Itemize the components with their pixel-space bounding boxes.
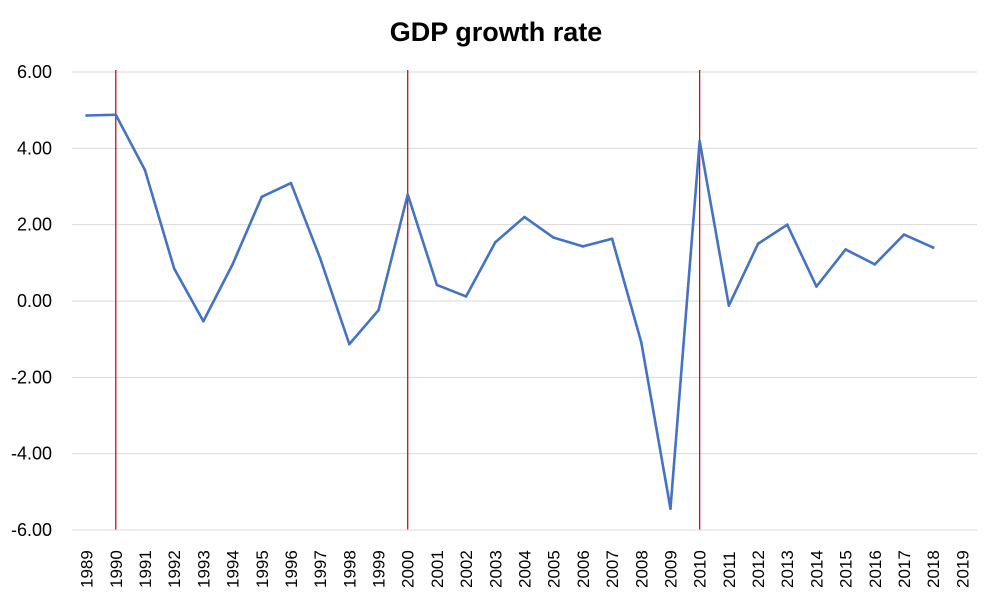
x-tick-label: 1994 [224, 550, 243, 588]
x-tick-label: 1997 [311, 550, 330, 588]
chart-title: GDP growth rate [390, 17, 603, 47]
data-point-1991 [143, 168, 147, 172]
data-point-1989 [85, 114, 88, 117]
x-tick-label: 2016 [866, 550, 885, 588]
data-point-2014 [815, 285, 818, 288]
reference-lines [115, 70, 701, 530]
series-layer [85, 113, 935, 510]
data-point-2003 [494, 240, 497, 244]
x-tick-label: 2009 [661, 550, 680, 588]
x-tick-label: 2015 [837, 550, 856, 588]
data-point-2011 [727, 304, 731, 307]
data-point-2016 [873, 263, 877, 266]
y-tick-label: -6.00 [11, 520, 52, 540]
data-point-2000 [406, 193, 410, 196]
y-tick-label: 0.00 [17, 291, 52, 311]
y-tick-label: 6.00 [17, 62, 52, 82]
y-axis: 6.00 4.00 2.00 0.00 -2.00 -4.00 -6.00 [11, 62, 52, 540]
x-tick-label: 2001 [428, 550, 447, 588]
x-axis: 1989 1990 1991 1992 1993 1994 1995 1996 1997 1998… [72, 529, 977, 588]
x-tick-label: 2013 [778, 550, 797, 588]
data-point-1995 [260, 195, 264, 199]
data-point-2001 [435, 283, 439, 287]
data-point-2015 [844, 248, 847, 251]
series-line-0 [85, 113, 935, 510]
y-tick-label: -2.00 [11, 367, 52, 387]
x-tick-label: 1995 [253, 550, 272, 588]
data-point-2002 [464, 295, 468, 298]
x-tick-label: 2014 [807, 550, 826, 588]
y-tick-label: 2.00 [17, 215, 52, 235]
data-point-1994 [231, 263, 234, 266]
data-point-1998 [348, 342, 351, 346]
data-point-2004 [523, 215, 526, 219]
data-point-1997 [318, 256, 322, 260]
x-tick-label: 2005 [545, 550, 564, 588]
data-point-2005 [552, 236, 555, 239]
x-tick-label: 1990 [107, 550, 126, 588]
data-point-2009 [669, 507, 672, 510]
data-point-2010 [698, 139, 701, 143]
data-point-1990 [114, 113, 118, 117]
x-tick-label: 2002 [457, 550, 476, 588]
x-tick-label: 1998 [340, 550, 359, 588]
data-point-2006 [581, 245, 585, 248]
x-tick-label: 2007 [603, 550, 622, 588]
x-tick-label: 1992 [165, 550, 184, 588]
x-tick-label: 2019 [953, 550, 972, 588]
x-tick-label: 1991 [136, 550, 155, 588]
y-tick-label: -4.00 [11, 444, 52, 464]
x-tick-label: 2018 [924, 550, 943, 588]
data-point-1999 [377, 308, 380, 312]
x-tick-label: 1999 [370, 550, 389, 588]
data-point-2007 [610, 237, 614, 241]
x-tick-label: 1996 [282, 550, 301, 588]
data-point-2018 [931, 246, 935, 249]
data-point-2013 [785, 223, 789, 226]
data-point-1992 [172, 267, 176, 270]
x-tick-label: 2008 [632, 550, 651, 588]
x-tick-label: 1989 [78, 550, 97, 588]
data-point-1996 [289, 181, 293, 185]
data-point-2012 [756, 242, 760, 246]
x-tick-label: 2006 [574, 550, 593, 588]
x-tick-label: 2011 [720, 551, 739, 588]
x-tick-label: 2004 [516, 550, 535, 588]
x-tick-label: 2010 [691, 550, 710, 588]
x-tick-label: 2003 [486, 550, 505, 588]
x-tick-label: 2017 [895, 550, 914, 588]
x-tick-label: 1993 [194, 550, 213, 588]
data-point-2017 [902, 233, 906, 236]
x-tick-label: 2000 [399, 550, 418, 588]
gridlines [72, 71, 977, 531]
data-point-1993 [202, 319, 205, 323]
x-tick-label: 2012 [749, 550, 768, 588]
y-tick-label: 4.00 [17, 138, 52, 158]
data-point-2008 [639, 340, 643, 344]
